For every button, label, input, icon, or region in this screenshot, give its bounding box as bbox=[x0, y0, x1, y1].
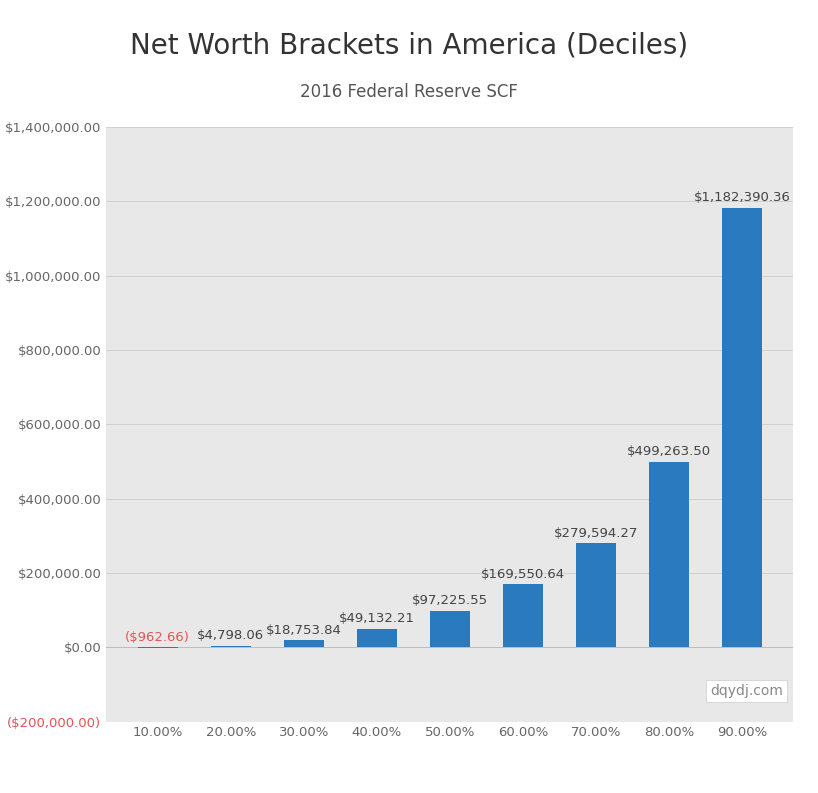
Bar bbox=[357, 629, 397, 647]
Bar bbox=[649, 462, 690, 647]
Text: $279,594.27: $279,594.27 bbox=[554, 527, 638, 540]
Text: $18,753.84: $18,753.84 bbox=[266, 623, 342, 637]
Text: $49,132.21: $49,132.21 bbox=[339, 612, 415, 626]
Bar bbox=[503, 584, 543, 647]
Bar bbox=[210, 646, 251, 647]
Text: $1,182,390.36: $1,182,390.36 bbox=[694, 191, 790, 204]
Bar bbox=[576, 543, 616, 647]
Text: $169,550.64: $169,550.64 bbox=[481, 568, 565, 580]
Text: dqydj.com: dqydj.com bbox=[710, 684, 783, 698]
Bar bbox=[284, 640, 324, 647]
Text: Net Worth Brackets in America (Deciles): Net Worth Brackets in America (Deciles) bbox=[130, 32, 688, 59]
Bar bbox=[429, 611, 470, 647]
Text: $499,263.50: $499,263.50 bbox=[627, 445, 711, 458]
Text: $4,798.06: $4,798.06 bbox=[197, 629, 264, 642]
Bar bbox=[722, 208, 762, 647]
Text: $97,225.55: $97,225.55 bbox=[411, 595, 488, 607]
Text: 2016 Federal Reserve SCF: 2016 Federal Reserve SCF bbox=[300, 83, 518, 102]
Text: ($962.66): ($962.66) bbox=[125, 631, 190, 644]
